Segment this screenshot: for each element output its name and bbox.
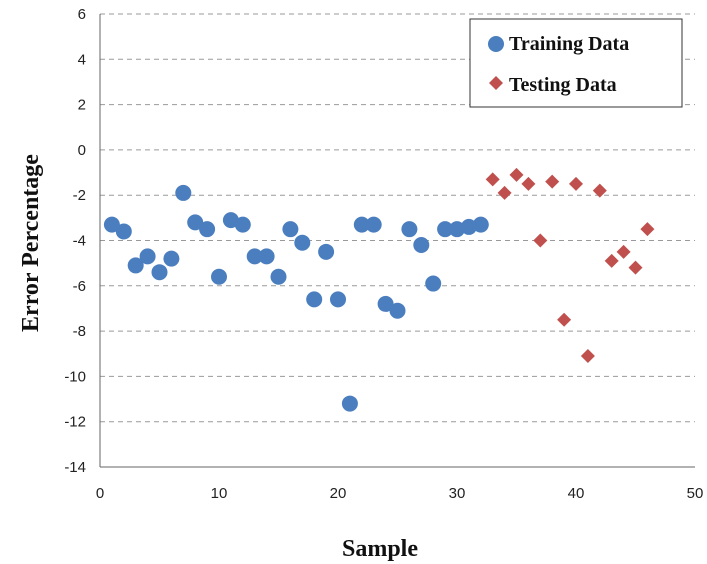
training-data-point bbox=[187, 214, 204, 231]
training-data-point bbox=[460, 218, 477, 235]
training-data-point bbox=[318, 243, 335, 260]
training-data-point bbox=[377, 295, 394, 312]
training-data-point bbox=[211, 268, 227, 285]
training-data-point bbox=[151, 264, 168, 281]
training-data-point bbox=[258, 248, 275, 265]
y-tick-label: 6 bbox=[78, 6, 86, 23]
testing-data-point bbox=[545, 174, 560, 189]
x-axis-title: Sample bbox=[342, 536, 418, 562]
training-data-point bbox=[246, 248, 263, 265]
testing-data-point bbox=[616, 244, 631, 259]
x-tick-label: 10 bbox=[211, 485, 228, 502]
training-data-point bbox=[115, 223, 132, 240]
training-data-point bbox=[330, 291, 346, 308]
testing-data-point bbox=[592, 183, 607, 198]
x-tick-labels: 0 10 20 30 40 50 bbox=[96, 485, 704, 502]
testing-data-point bbox=[509, 167, 524, 182]
legend-training-label: Training Data bbox=[509, 33, 629, 55]
y-tick-label: -4 bbox=[73, 233, 86, 250]
y-tick-label: 0 bbox=[78, 142, 86, 159]
training-data-point bbox=[341, 395, 358, 412]
training-data-point bbox=[127, 257, 144, 274]
training-data-point bbox=[425, 275, 442, 292]
legend-training-marker bbox=[488, 36, 504, 52]
y-tick-label: -6 bbox=[73, 278, 86, 295]
y-tick-labels: 6 4 2 0 -2 -4 -6 -8 -10 -12 -14 bbox=[64, 6, 86, 476]
testing-data-point bbox=[628, 260, 643, 275]
training-data-point bbox=[437, 221, 454, 238]
training-data-point bbox=[401, 221, 418, 238]
training-data-point bbox=[139, 248, 156, 265]
y-tick-label: 4 bbox=[78, 51, 86, 68]
training-data-point bbox=[270, 268, 287, 285]
training-data-point bbox=[234, 216, 251, 233]
training-data-point bbox=[199, 221, 216, 238]
testing-data-point bbox=[497, 185, 512, 200]
y-tick-label: -12 bbox=[64, 414, 86, 431]
testing-data-point bbox=[521, 176, 536, 191]
testing-data-point bbox=[485, 172, 500, 187]
testing-data-point bbox=[557, 312, 572, 327]
testing-data-point bbox=[533, 233, 548, 248]
testing-data-point bbox=[604, 253, 619, 268]
x-tick-label: 0 bbox=[96, 485, 104, 502]
testing-data-point bbox=[580, 349, 595, 364]
testing-data-point bbox=[569, 176, 583, 191]
training-data-point bbox=[163, 250, 180, 267]
training-data-point bbox=[353, 216, 370, 233]
y-tick-label: -2 bbox=[73, 187, 86, 204]
training-data-point bbox=[472, 216, 489, 233]
y-tick-label: -8 bbox=[73, 323, 86, 340]
training-data-point bbox=[294, 234, 311, 251]
y-tick-label: -10 bbox=[64, 368, 86, 385]
training-data-point bbox=[103, 216, 120, 233]
x-tick-label: 30 bbox=[449, 485, 466, 502]
legend-testing-marker bbox=[489, 76, 503, 90]
training-data-point bbox=[175, 184, 192, 201]
legend: Training Data Testing Data bbox=[469, 18, 683, 108]
training-data-point bbox=[365, 216, 382, 233]
x-tick-label: 40 bbox=[568, 485, 585, 502]
data-points bbox=[103, 167, 655, 412]
legend-testing-label: Testing Data bbox=[509, 74, 617, 96]
testing-data-point bbox=[640, 222, 655, 237]
gridlines bbox=[100, 13, 695, 423]
y-tick-label: -14 bbox=[64, 459, 86, 476]
legend-box bbox=[469, 18, 683, 108]
training-data-point bbox=[413, 237, 430, 254]
training-data-point bbox=[306, 291, 323, 308]
training-data-point bbox=[282, 221, 299, 238]
x-tick-label: 50 bbox=[687, 485, 704, 502]
y-axis-title: Error Percentage bbox=[18, 154, 44, 332]
y-tick-label: 2 bbox=[78, 97, 86, 114]
training-data-point bbox=[389, 302, 406, 319]
training-data-point bbox=[449, 221, 465, 238]
x-tick-label: 20 bbox=[330, 485, 347, 502]
